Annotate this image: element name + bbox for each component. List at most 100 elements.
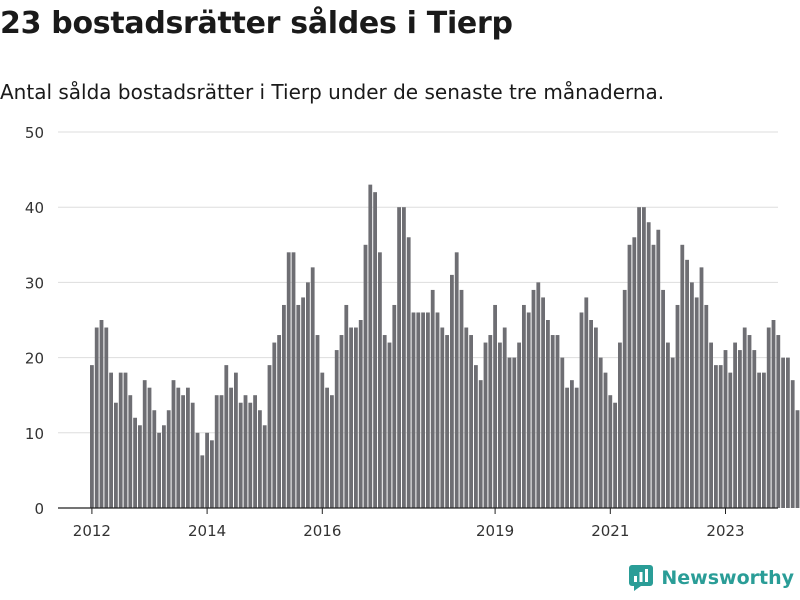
bar	[526, 312, 531, 508]
bar	[771, 320, 776, 508]
bar	[363, 244, 368, 509]
bar	[282, 304, 286, 508]
bar	[483, 342, 488, 508]
bar	[219, 395, 224, 508]
bar	[99, 320, 104, 508]
bar-chart: 0102030405020122014201620192021202320252…	[25, 124, 800, 540]
bar	[301, 297, 305, 508]
bar	[382, 335, 387, 508]
bar	[373, 192, 377, 508]
bar	[488, 335, 493, 508]
bar	[214, 395, 219, 508]
bar	[666, 342, 670, 508]
bar	[469, 335, 473, 508]
bar	[104, 327, 109, 508]
y-tick-label: 20	[25, 350, 44, 368]
brand-logo[interactable]: Newsworthy	[629, 562, 794, 594]
bar	[402, 207, 406, 508]
bar	[762, 372, 766, 508]
bar	[608, 395, 613, 508]
bar	[555, 335, 560, 508]
bar	[258, 410, 262, 508]
bar	[296, 304, 301, 508]
bar	[757, 372, 761, 508]
bar	[426, 312, 430, 508]
bar	[310, 267, 315, 508]
bar	[742, 327, 747, 508]
bar	[718, 365, 723, 508]
bar	[166, 410, 171, 508]
bar	[699, 267, 704, 508]
bar	[541, 297, 545, 508]
bar	[464, 327, 469, 508]
bar	[190, 402, 195, 508]
bar	[123, 372, 128, 508]
bar	[325, 387, 329, 508]
bar	[186, 387, 190, 508]
x-tick-label: 2016	[303, 522, 341, 540]
bar	[790, 380, 795, 508]
bar	[138, 425, 142, 508]
bar	[694, 297, 699, 508]
bar	[565, 387, 569, 508]
bar	[613, 402, 617, 508]
bar	[459, 289, 464, 508]
bar	[675, 304, 680, 508]
bar	[411, 312, 416, 508]
bar	[344, 304, 349, 508]
bar	[224, 365, 229, 508]
bar	[738, 350, 742, 508]
bar	[728, 372, 733, 508]
bar	[378, 252, 382, 508]
bar	[795, 410, 800, 508]
bar	[642, 207, 646, 508]
bar	[579, 312, 584, 508]
bar	[354, 327, 358, 508]
bar	[546, 320, 550, 508]
bar	[618, 342, 622, 508]
bar	[709, 342, 713, 508]
bar	[392, 304, 397, 508]
bar	[550, 335, 555, 508]
bar	[243, 395, 248, 508]
bar	[435, 312, 440, 508]
y-tick-label: 10	[25, 425, 44, 443]
bar	[334, 350, 339, 508]
y-tick-label: 50	[25, 124, 44, 142]
bar	[229, 387, 233, 508]
bar	[570, 380, 574, 508]
x-tick-label: 2021	[591, 522, 629, 540]
bar	[339, 335, 344, 508]
bar	[766, 327, 771, 508]
bar	[387, 342, 392, 508]
bar	[416, 312, 421, 508]
bar	[512, 357, 517, 508]
bar	[133, 417, 137, 508]
bar	[128, 395, 133, 508]
bar	[661, 289, 665, 508]
bar	[776, 335, 781, 508]
bar	[397, 207, 401, 508]
bar	[306, 282, 310, 508]
bar	[627, 244, 632, 509]
bar	[603, 372, 608, 508]
bar	[430, 289, 435, 508]
x-tick-label: 2012	[73, 522, 111, 540]
y-tick-label: 40	[25, 199, 44, 217]
bar	[176, 387, 181, 508]
bar	[368, 184, 373, 508]
bar	[517, 342, 521, 508]
bar	[531, 289, 536, 508]
bar	[781, 357, 785, 508]
bar	[358, 320, 363, 508]
bar	[536, 282, 541, 508]
bar	[733, 342, 737, 508]
bar	[277, 335, 281, 508]
bar	[200, 455, 205, 508]
bar	[752, 350, 757, 508]
bar	[560, 357, 565, 508]
bar	[330, 395, 334, 508]
bar	[195, 432, 200, 508]
bar	[114, 402, 118, 508]
bar	[594, 327, 598, 508]
